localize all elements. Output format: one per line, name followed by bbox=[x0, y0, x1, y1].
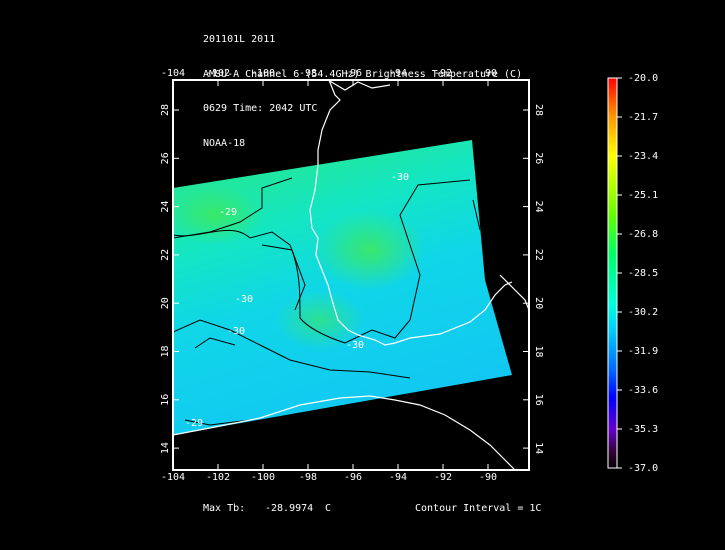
lat-label-left: 28 bbox=[160, 104, 171, 116]
contour-interval-label: Contour Interval = 1C bbox=[415, 503, 542, 514]
lon-label-bottom: -90 bbox=[479, 472, 497, 483]
colorbar-label: -33.6 bbox=[628, 385, 659, 396]
contour-line bbox=[472, 199, 481, 231]
brightness-field bbox=[173, 140, 512, 435]
lon-label-top: -102 bbox=[206, 68, 230, 79]
lon-label-bottom: -96 bbox=[344, 472, 362, 483]
lat-label-right: 24 bbox=[533, 201, 544, 213]
warm-region-central bbox=[315, 210, 425, 290]
contour-label: -30 bbox=[235, 294, 253, 305]
colorbar-label: -28.5 bbox=[628, 268, 659, 279]
colorbar-label: -20.0 bbox=[628, 73, 659, 84]
coastline-texas bbox=[327, 79, 391, 91]
colorbar-label: -35.3 bbox=[628, 424, 659, 435]
header-line-title: AMSU-A Channel 6 (54.4GHz) Brightness Te… bbox=[203, 68, 523, 80]
contour-label: -29 bbox=[185, 418, 203, 429]
colorbar bbox=[607, 77, 618, 469]
lat-label-right: 14 bbox=[533, 442, 544, 454]
contour-labels: -30 -29 -30 -30 -30 -29 bbox=[185, 172, 409, 429]
lat-label-left: 14 bbox=[160, 442, 171, 454]
lat-label-left: 24 bbox=[160, 201, 171, 213]
lat-label-right: 28 bbox=[533, 104, 544, 116]
colorbar-label: -30.2 bbox=[628, 307, 659, 318]
coastline bbox=[172, 79, 530, 471]
lat-label-right: 16 bbox=[533, 394, 544, 406]
coastline-gulf bbox=[309, 79, 513, 346]
lon-label-bottom: -102 bbox=[206, 472, 230, 483]
contour-label: -30 bbox=[227, 326, 245, 337]
max-tb-label: Max Tb: bbox=[203, 503, 246, 514]
axis-ticks bbox=[172, 80, 529, 470]
axis-tick-labels: -104 -104 -102 -102 -100 -100 -98 -98 -96 -96 -94 -… bbox=[160, 68, 544, 483]
lat-label-left: 20 bbox=[160, 297, 171, 309]
lon-label-top: -90 bbox=[479, 68, 497, 79]
lat-label-right: 20 bbox=[533, 297, 544, 309]
colorbar-label: -23.4 bbox=[628, 151, 659, 162]
lat-label-left: 18 bbox=[160, 345, 171, 357]
coastline-pacific bbox=[172, 395, 516, 471]
map-frame bbox=[172, 79, 530, 471]
lat-label-right: 18 bbox=[533, 345, 544, 357]
warm-region-west bbox=[173, 185, 265, 245]
max-tb-value: -28.9974 bbox=[265, 503, 314, 514]
colorbar-label: -26.8 bbox=[628, 229, 659, 240]
lon-label-top: -100 bbox=[251, 68, 275, 79]
header-line-satellite: NOAA-18 bbox=[203, 137, 246, 149]
max-tb-unit: C bbox=[325, 503, 332, 514]
contour-label: -30 bbox=[346, 340, 364, 351]
header-line-time: 0629 Time: 2042 UTC bbox=[203, 103, 318, 114]
lon-label-bottom: -98 bbox=[299, 472, 317, 483]
contour-label: -30 bbox=[391, 172, 409, 183]
lat-label-left: 16 bbox=[160, 394, 171, 406]
lat-label-left: 22 bbox=[160, 249, 171, 261]
contour-line bbox=[184, 419, 251, 426]
lon-label-top: -96 bbox=[344, 68, 362, 79]
lat-label-left: 26 bbox=[160, 152, 171, 164]
chart-header: 201101L 2011 AMSU-A Channel 6 (54.4GHz) … bbox=[203, 11, 522, 161]
colorbar-label: -25.1 bbox=[628, 190, 659, 201]
contour-lines bbox=[173, 177, 481, 426]
lon-label-top: -92 bbox=[434, 68, 452, 79]
contour-line bbox=[194, 337, 236, 349]
colorbar-label: -31.9 bbox=[628, 346, 659, 357]
lat-label-right: 22 bbox=[533, 249, 544, 261]
coastline-yucatan bbox=[499, 274, 530, 311]
lon-label-bottom: -100 bbox=[251, 472, 275, 483]
lon-label-top: -104 bbox=[161, 68, 185, 79]
lon-label-bottom: -92 bbox=[434, 472, 452, 483]
lat-label-right: 26 bbox=[533, 152, 544, 164]
header-line-date: 201101L 2011 bbox=[203, 34, 276, 45]
contour-label: -29 bbox=[219, 207, 237, 218]
lon-label-bottom: -104 bbox=[161, 472, 185, 483]
lon-label-top: -98 bbox=[299, 68, 317, 79]
lon-label-bottom: -94 bbox=[389, 472, 407, 483]
colorbar-label: -37.0 bbox=[628, 463, 659, 474]
colorbar-label: -21.7 bbox=[628, 112, 659, 123]
contour-line bbox=[261, 244, 306, 311]
contour-line bbox=[173, 319, 411, 379]
contour-line bbox=[173, 179, 471, 344]
lon-label-top: -94 bbox=[389, 68, 407, 79]
